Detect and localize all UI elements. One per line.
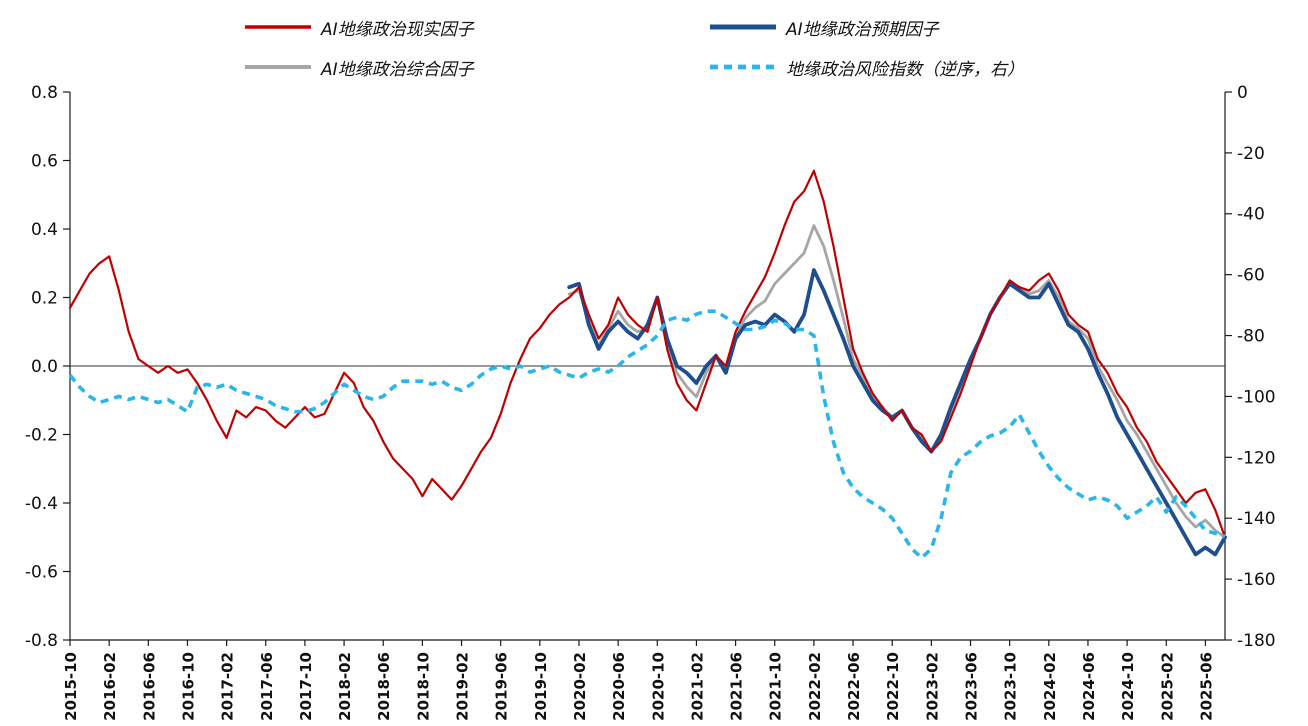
- series-line-3: [68, 309, 1226, 560]
- x-axis-tick-label: 2020-10: [649, 652, 667, 721]
- left-axis-tick-label: -0.2: [25, 425, 58, 445]
- left-axis-tick-label: 0.4: [31, 220, 58, 240]
- right-axis-tick-label: -100: [1237, 387, 1276, 407]
- series-line-0: [68, 169, 1227, 539]
- x-axis-tick-label: 2022-02: [806, 652, 824, 721]
- left-axis-tick-label: 0.6: [31, 151, 58, 171]
- x-axis-tick-label: 2018-02: [336, 652, 354, 721]
- x-axis-tick-label: 2023-10: [1002, 652, 1020, 721]
- x-axis-tick-label: 2018-10: [414, 652, 432, 721]
- right-axis-tick-label: -60: [1237, 266, 1265, 286]
- x-axis-tick-label: 2016-06: [140, 652, 158, 721]
- left-axis-tick-label: 0.2: [31, 288, 58, 308]
- right-axis-tick-label: -120: [1237, 448, 1276, 468]
- series-line-1: [567, 268, 1227, 557]
- right-axis-tick-label: -160: [1237, 570, 1276, 590]
- x-axis-tick-label: 2020-06: [610, 652, 628, 721]
- x-axis-tick-label: 2017-06: [258, 652, 276, 721]
- right-axis-tick-label: -80: [1237, 327, 1265, 347]
- x-axis-tick-label: 2019-06: [493, 652, 511, 721]
- x-axis-tick-label: 2024-06: [1080, 652, 1098, 721]
- right-axis-tick-label: 0: [1237, 83, 1248, 103]
- x-axis-tick-label: 2017-10: [297, 652, 315, 721]
- right-axis-tick-label: -40: [1237, 205, 1265, 225]
- x-axis-tick-label: 2016-02: [101, 652, 119, 721]
- left-axis-tick-label: -0.4: [25, 494, 58, 514]
- left-axis-tick-label: 0.0: [31, 357, 58, 377]
- x-axis-tick-label: 2022-06: [845, 652, 863, 721]
- right-axis-tick-label: -20: [1237, 144, 1265, 164]
- right-axis-tick-label: -180: [1237, 631, 1276, 651]
- x-axis-tick-label: 2019-02: [454, 652, 472, 721]
- x-axis-tick-label: 2023-06: [963, 652, 981, 721]
- x-axis-tick-label: 2020-02: [571, 652, 589, 721]
- series-line-2: [567, 224, 1227, 539]
- x-axis-tick-label: 2021-06: [728, 652, 746, 721]
- x-axis-tick-label: 2021-10: [767, 652, 785, 721]
- x-axis-tick-label: 2022-10: [884, 652, 902, 721]
- left-axis-tick-label: -0.8: [25, 631, 58, 651]
- x-axis-tick-label: 2024-10: [1119, 652, 1137, 721]
- x-axis-tick-label: 2015-10: [62, 652, 80, 721]
- x-axis-tick-label: 2019-10: [532, 652, 550, 721]
- x-axis-tick-label: 2018-06: [375, 652, 393, 721]
- x-axis-tick-label: 2025-06: [1197, 652, 1215, 721]
- x-axis-tick-label: 2016-10: [179, 652, 197, 721]
- right-axis-tick-label: -140: [1237, 509, 1276, 529]
- x-axis-tick-label: 2017-02: [219, 652, 237, 721]
- x-axis-tick-label: 2024-02: [1041, 652, 1059, 721]
- left-axis-tick-label: -0.6: [25, 562, 58, 582]
- x-axis-tick-label: 2021-02: [688, 652, 706, 721]
- x-axis-tick-label: 2025-02: [1158, 652, 1176, 721]
- x-axis-tick-label: 2023-02: [923, 652, 941, 721]
- left-axis-tick-label: 0.8: [31, 83, 58, 103]
